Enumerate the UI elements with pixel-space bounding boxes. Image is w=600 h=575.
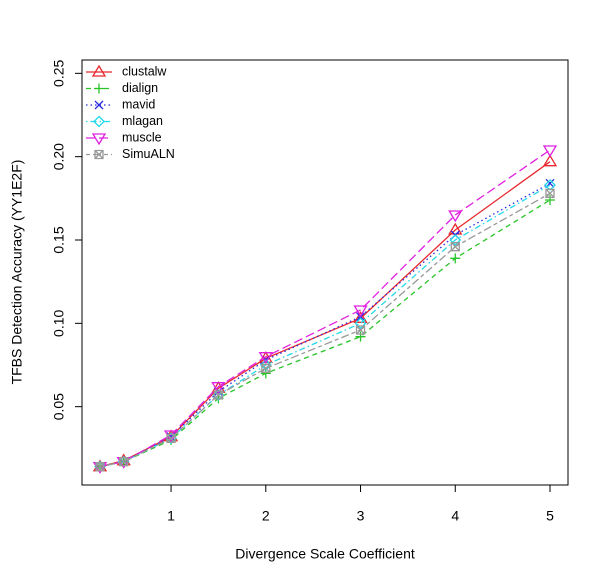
data-point [448, 222, 463, 235]
data-point [542, 154, 558, 167]
y-axis-label: TFBS Detection Accuracy (YY1E2F) [9, 160, 25, 385]
legend: clustalw dialign mavid mlagan muscle SimuALN [86, 64, 175, 161]
y-tick-label: 0.25 [51, 59, 67, 86]
y-tick-label: 0.05 [51, 393, 67, 420]
data-point [353, 311, 368, 323]
legend-label: SimuALN [122, 147, 175, 161]
data-point [448, 210, 463, 223]
data-point [354, 317, 367, 330]
x-axis-label: Divergence Scale Coefficient [235, 546, 415, 562]
data-point [542, 145, 558, 158]
data-point [166, 433, 176, 443]
data-point [355, 331, 366, 342]
legend-label: muscle [122, 130, 162, 144]
data-point [449, 234, 462, 246]
data-point [213, 390, 224, 400]
legend-marker [91, 64, 107, 77]
x-tick-label: 1 [167, 508, 175, 524]
plot-box [81, 59, 569, 486]
data-point [261, 363, 271, 373]
data-point [259, 359, 272, 371]
series-line [99, 192, 551, 468]
series-line [99, 182, 551, 468]
y-tick-label: 0.10 [51, 309, 67, 336]
data-point [544, 179, 556, 191]
data-point [450, 242, 460, 252]
data-point [545, 195, 555, 205]
legend-label: mavid [122, 97, 155, 111]
legend-marker [93, 115, 105, 128]
legend-marker [94, 149, 104, 160]
series-line [99, 149, 551, 468]
x-tick-label: 5 [546, 508, 554, 524]
series-line [99, 161, 551, 468]
legend-marker [94, 83, 104, 94]
y-tick-label: 0.15 [51, 226, 67, 253]
data-point [353, 305, 368, 318]
data-point [119, 457, 129, 467]
x-tick-label: 4 [451, 508, 459, 524]
legend-marker [94, 100, 104, 110]
series-line [99, 184, 551, 468]
legend-label: mlagan [122, 114, 163, 128]
x-tick-label: 2 [262, 508, 270, 524]
data-point [258, 352, 273, 364]
data-point [450, 253, 461, 264]
series-line [99, 199, 551, 468]
data-point [95, 462, 105, 472]
data-point [211, 382, 226, 394]
x-tick-label: 3 [357, 508, 365, 524]
legend-label: clustalw [122, 64, 167, 78]
data-point [355, 325, 366, 335]
data-point [545, 188, 555, 198]
legend-marker [91, 133, 107, 146]
y-tick-label: 0.20 [51, 143, 67, 170]
legend-label: dialign [122, 81, 158, 95]
